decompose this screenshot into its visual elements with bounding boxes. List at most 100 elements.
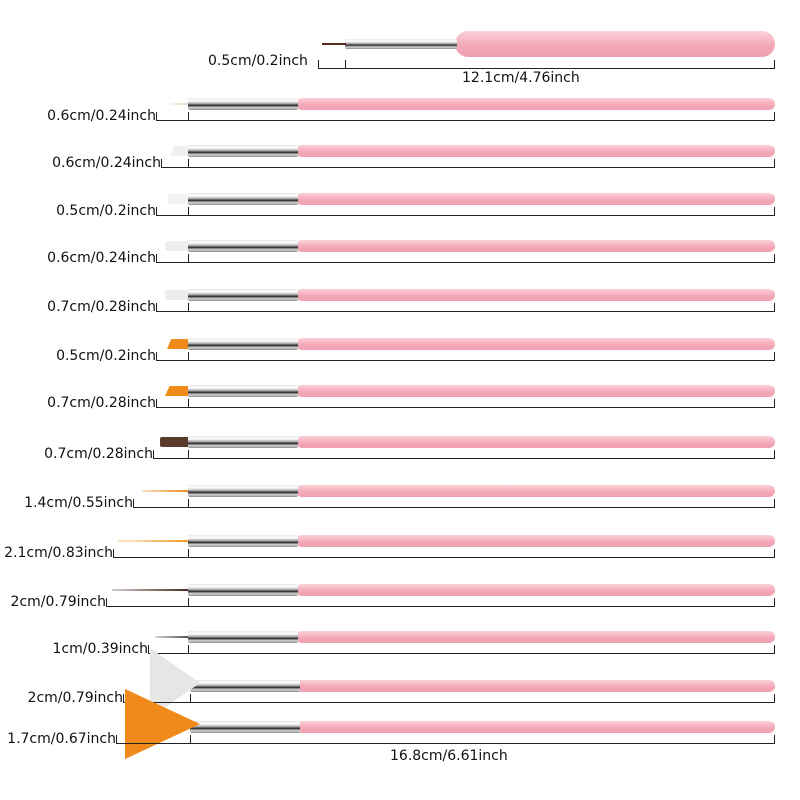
brush-handle bbox=[296, 680, 775, 692]
dimension-tick bbox=[774, 399, 775, 407]
brush-tip-flat bbox=[165, 241, 188, 251]
dimension-tick bbox=[161, 159, 162, 167]
dimension-tick bbox=[153, 450, 154, 458]
brush-ferrule bbox=[188, 584, 298, 596]
dimension-tick bbox=[774, 549, 775, 557]
brush-tip-liner bbox=[112, 589, 188, 591]
dimension-tick bbox=[188, 303, 189, 311]
dimension-line bbox=[116, 743, 775, 744]
dimension-tick bbox=[123, 694, 124, 702]
dimension-tick bbox=[116, 735, 117, 743]
brush-tip-size-label: 0.6cm/0.24inch bbox=[47, 108, 156, 124]
brush-tip-flat bbox=[165, 290, 188, 300]
dimension-tick bbox=[774, 159, 775, 167]
dimension-tick bbox=[774, 352, 775, 360]
brush-ferrule bbox=[188, 338, 298, 350]
brush-handle bbox=[296, 193, 775, 205]
brush-tip bbox=[322, 43, 346, 45]
brush-handle bbox=[296, 631, 775, 643]
dimension-line bbox=[156, 215, 775, 216]
brush-tip-size-label: 1.7cm/0.67inch bbox=[7, 731, 116, 747]
dimension-tick bbox=[188, 207, 189, 215]
brush-tip-liner bbox=[118, 540, 188, 542]
dimension-tick bbox=[156, 254, 157, 262]
dimension-tick bbox=[188, 399, 189, 407]
brush-handle bbox=[455, 31, 775, 57]
brush-tip-size-label: 1cm/0.39inch bbox=[52, 641, 148, 657]
top-brush-length: 12.1cm/4.76inch bbox=[462, 70, 580, 86]
dimension-tick bbox=[156, 303, 157, 311]
brush-ferrule bbox=[188, 485, 298, 497]
brush-tip-size-label: 0.7cm/0.28inch bbox=[44, 446, 153, 462]
dimension-line bbox=[156, 120, 775, 121]
dimension-tick bbox=[156, 399, 157, 407]
dimension-line bbox=[156, 311, 775, 312]
dimension-tick bbox=[774, 207, 775, 215]
brush-tip-size-label: 2cm/0.79inch bbox=[27, 690, 123, 706]
dimension-line bbox=[113, 557, 775, 558]
brush-ferrule bbox=[188, 193, 298, 205]
brush-tip-size-label: 0.6cm/0.24inch bbox=[52, 155, 161, 171]
dimension-tick bbox=[188, 112, 189, 120]
brush-tip-size-label: 0.5cm/0.2inch bbox=[56, 348, 156, 364]
dimension-tick bbox=[188, 159, 189, 167]
dimension-tick bbox=[113, 549, 114, 557]
brush-handle bbox=[296, 289, 775, 301]
dimension-tick bbox=[774, 303, 775, 311]
brush-tip-flat bbox=[168, 194, 188, 204]
dimension-tick bbox=[188, 450, 189, 458]
brush-handle bbox=[296, 485, 775, 497]
brush-tip-fine bbox=[170, 103, 188, 105]
brush-tip-size-label: 0.5cm/0.2inch bbox=[56, 203, 156, 219]
brush-ferrule bbox=[345, 39, 457, 49]
brush-handle bbox=[296, 721, 775, 733]
dimension-tick bbox=[148, 645, 149, 653]
brush-tip-liner bbox=[142, 490, 188, 492]
dimension-tick bbox=[774, 645, 775, 653]
brush-tip-angled bbox=[165, 386, 188, 396]
dimension-tick bbox=[318, 60, 319, 68]
brush-tip-flat bbox=[160, 437, 188, 447]
brush-handle bbox=[296, 385, 775, 397]
dimension-tick bbox=[190, 694, 191, 702]
brush-ferrule bbox=[188, 436, 298, 448]
dimension-tick bbox=[774, 254, 775, 262]
dimension-tick bbox=[774, 60, 775, 68]
dimension-line bbox=[156, 407, 775, 408]
brush-length-label: 16.8cm/6.61inch bbox=[390, 748, 508, 764]
dimension-line bbox=[318, 68, 775, 69]
brush-tip-dotting bbox=[155, 636, 188, 638]
dimension-tick bbox=[774, 112, 775, 120]
brush-handle bbox=[296, 145, 775, 157]
brush-tip-size-label: 0.7cm/0.28inch bbox=[47, 299, 156, 315]
dimension-tick bbox=[774, 450, 775, 458]
brush-handle bbox=[296, 98, 775, 110]
dimension-tick bbox=[188, 645, 189, 653]
dimension-line bbox=[123, 702, 775, 703]
dimension-tick bbox=[774, 499, 775, 507]
dimension-tick bbox=[156, 352, 157, 360]
dimension-line bbox=[156, 360, 775, 361]
brush-ferrule bbox=[188, 145, 298, 157]
dimension-tick bbox=[188, 352, 189, 360]
top-brush-tip-size: 0.5cm/0.2inch bbox=[208, 53, 308, 69]
brush-handle bbox=[296, 338, 775, 350]
brush-tip-size-label: 2cm/0.79inch bbox=[10, 594, 106, 610]
brush-ferrule bbox=[188, 240, 298, 252]
dimension-tick bbox=[188, 499, 189, 507]
dimension-tick bbox=[188, 254, 189, 262]
brush-handle bbox=[296, 584, 775, 596]
dimension-line bbox=[133, 507, 775, 508]
brush-ferrule bbox=[188, 535, 298, 547]
brush-ferrule bbox=[190, 680, 300, 692]
brush-tip-angled bbox=[167, 339, 188, 349]
brush-tip-angled bbox=[170, 146, 188, 156]
dimension-tick bbox=[774, 598, 775, 606]
brush-ferrule bbox=[188, 385, 298, 397]
dimension-tick bbox=[106, 598, 107, 606]
dimension-line bbox=[161, 167, 775, 168]
brush-tip-size-label: 0.7cm/0.28inch bbox=[47, 395, 156, 411]
brush-ferrule bbox=[188, 98, 298, 110]
dimension-tick bbox=[345, 60, 346, 68]
brush-ferrule bbox=[188, 289, 298, 301]
